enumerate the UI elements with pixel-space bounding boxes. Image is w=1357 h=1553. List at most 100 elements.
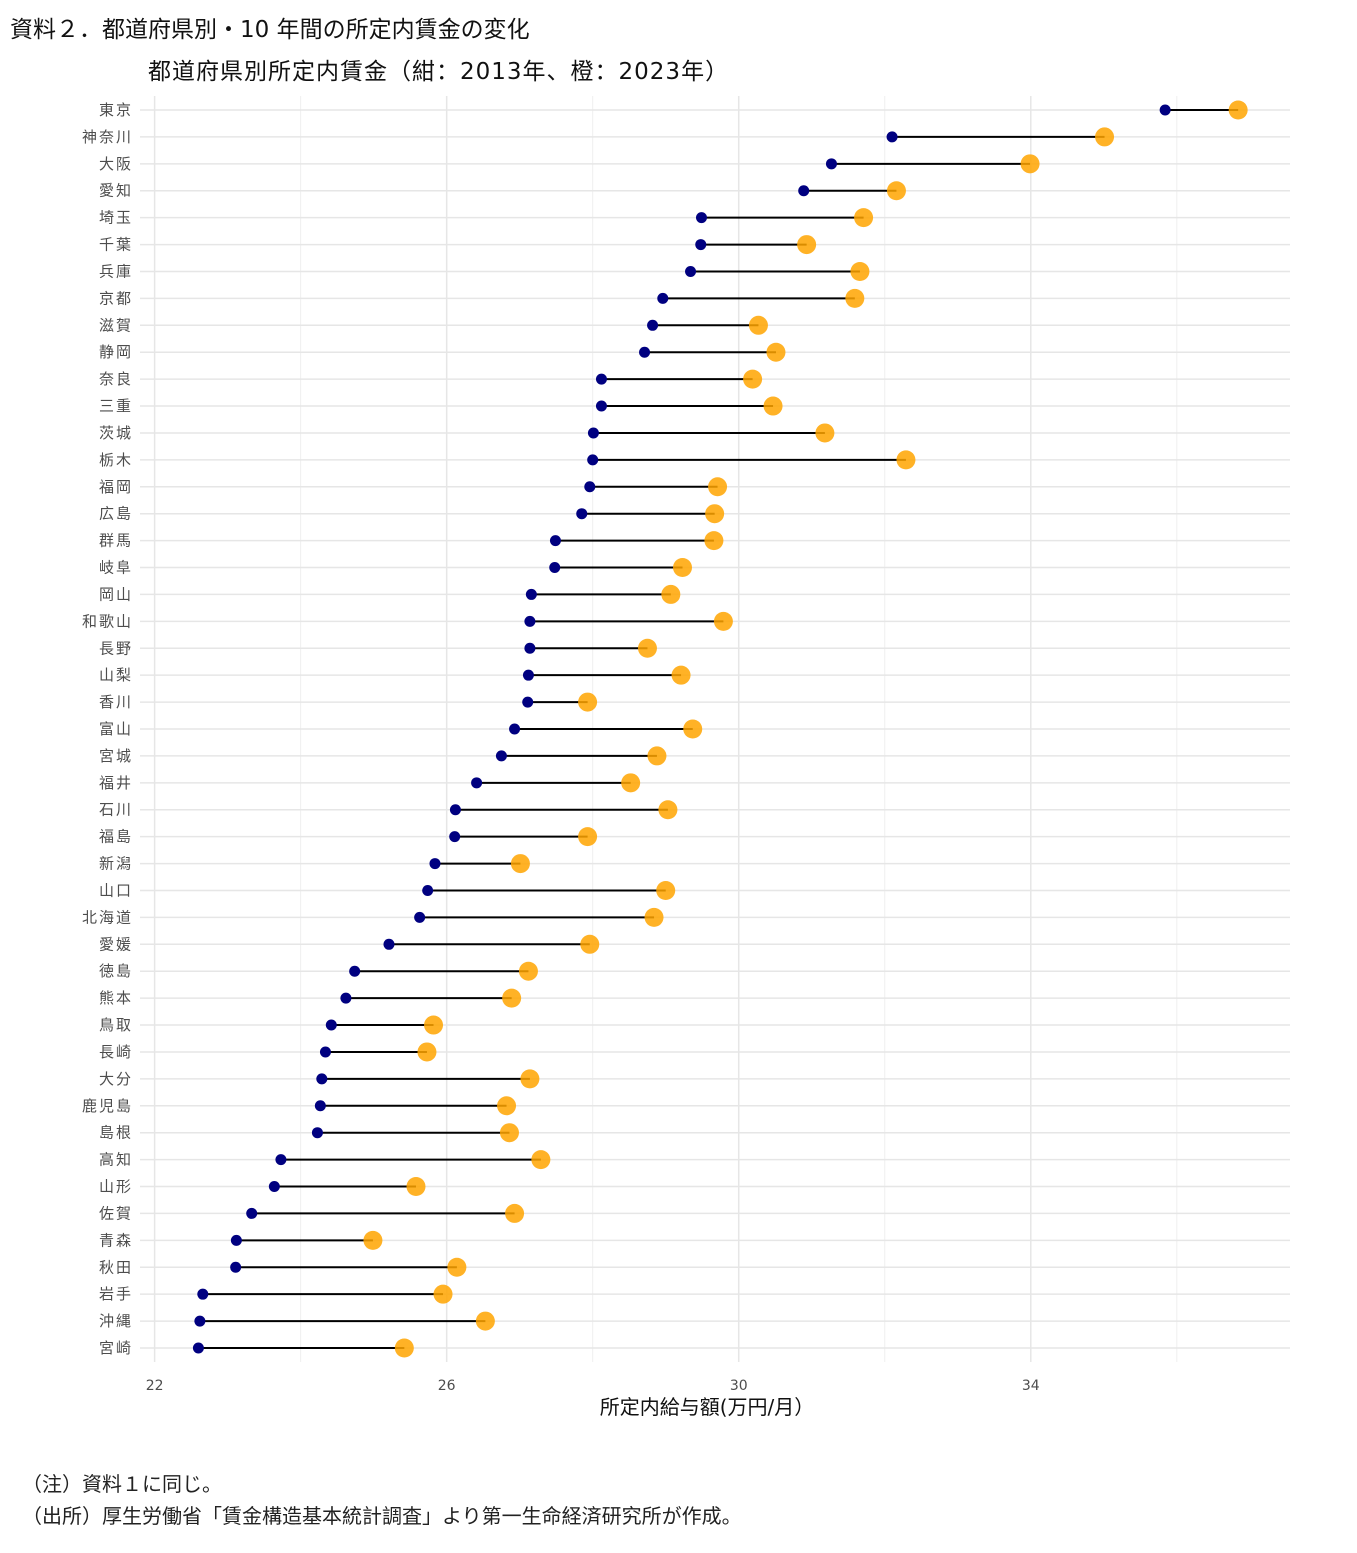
point-2013	[246, 1207, 258, 1219]
y-tick-label: 長崎	[99, 1043, 133, 1061]
point-2013	[647, 319, 659, 331]
y-tick-label: 高知	[99, 1151, 133, 1169]
y-tick-label: 栃木	[99, 451, 133, 469]
point-2023	[363, 1230, 383, 1250]
point-2013	[275, 1154, 287, 1166]
y-tick-label: 愛媛	[99, 935, 133, 953]
x-axis-label: 所定内給与額(万円/月）	[600, 1395, 815, 1419]
point-2013	[230, 1234, 242, 1246]
point-2013	[230, 1261, 242, 1273]
y-tick-label: 山口	[99, 881, 133, 899]
point-2013	[695, 212, 707, 224]
y-tick-label: 島根	[99, 1124, 133, 1142]
point-2013	[349, 965, 361, 977]
y-tick-label: 山梨	[99, 666, 133, 684]
point-2013	[471, 777, 483, 789]
y-tick-label: 北海道	[82, 908, 133, 926]
point-2023	[406, 1177, 426, 1197]
point-2013	[192, 1342, 204, 1354]
point-2013	[319, 1046, 331, 1058]
point-2013	[657, 292, 669, 304]
y-tick-label: 岩手	[99, 1285, 133, 1303]
point-2023	[671, 665, 691, 685]
y-tick-label: 鳥取	[99, 1016, 133, 1034]
point-2023	[621, 773, 641, 793]
point-2013	[825, 158, 837, 170]
point-2013	[576, 508, 588, 520]
point-2013	[595, 400, 607, 412]
point-2023	[394, 1338, 414, 1358]
point-2013	[525, 588, 537, 600]
point-2023	[797, 235, 817, 255]
point-2013	[685, 265, 697, 277]
y-tick-label: 岡山	[99, 585, 133, 603]
y-tick-label: 千葉	[99, 236, 133, 254]
point-2013	[695, 239, 707, 251]
y-tick-label: 香川	[99, 693, 133, 711]
point-2023	[705, 504, 725, 524]
point-2023	[896, 450, 916, 470]
point-2023	[850, 261, 870, 281]
point-2023	[578, 827, 598, 847]
point-2023	[510, 854, 530, 874]
point-2023	[1095, 127, 1115, 147]
y-tick-label: 福島	[99, 828, 133, 846]
y-tick-label: 奈良	[99, 370, 133, 388]
y-tick-label: 新潟	[99, 855, 133, 873]
point-2013	[522, 696, 534, 708]
point-2023	[713, 611, 733, 631]
x-tick-label: 34	[1022, 1378, 1040, 1394]
y-tick-label: 愛知	[99, 182, 133, 200]
point-2013	[524, 615, 536, 627]
y-tick-label: 徳島	[99, 962, 133, 980]
point-2013	[429, 858, 441, 870]
point-2023	[766, 342, 786, 362]
point-2023	[518, 961, 538, 981]
y-tick-label: 和歌山	[82, 612, 133, 630]
y-tick-label: 三重	[99, 397, 133, 415]
y-tick-label: 長野	[99, 639, 133, 657]
point-2013	[325, 1019, 337, 1031]
point-2023	[520, 1069, 540, 1089]
point-2023	[743, 369, 763, 389]
source: （出所）厚生労働省「賃金構造基本統計調査」より第一生命経済研究所が作成。	[22, 1504, 742, 1528]
point-2013	[383, 938, 395, 950]
point-2023	[578, 692, 598, 712]
point-2023	[656, 880, 676, 900]
y-tick-label: 秋田	[99, 1258, 133, 1276]
point-2023	[417, 1042, 437, 1062]
point-2023	[497, 1096, 517, 1116]
point-2013	[449, 804, 461, 816]
x-tick-label: 30	[730, 1378, 748, 1394]
y-tick-label: 石川	[99, 801, 133, 819]
note: （注）資料１に同じ。	[22, 1472, 222, 1496]
point-2013	[549, 562, 561, 574]
point-2013	[340, 992, 352, 1004]
notes: （注）資料１に同じ。 （出所）厚生労働省「賃金構造基本統計調査」より第一生命経済…	[22, 1468, 742, 1532]
point-2023	[502, 988, 522, 1008]
point-2023	[683, 719, 703, 739]
point-2013	[522, 669, 534, 681]
point-2013	[549, 535, 561, 547]
y-tick-label: 埼玉	[99, 209, 133, 227]
y-tick-label: 京都	[99, 289, 133, 307]
x-tick-label: 22	[146, 1378, 164, 1394]
heading: 資料２．都道府県別・10 年間の所定内賃金の変化	[10, 17, 530, 43]
y-tick-label: 神奈川	[82, 128, 133, 146]
point-2023	[661, 584, 681, 604]
y-tick-label: 宮崎	[99, 1339, 133, 1357]
y-tick-label: 宮城	[99, 747, 133, 765]
y-tick-label: 岐阜	[99, 559, 133, 577]
y-tick-label: 広島	[99, 505, 133, 523]
point-2013	[524, 642, 536, 654]
point-2023	[854, 208, 874, 228]
point-2023	[886, 181, 906, 201]
chart-title: 都道府県別所定内賃金（紺：2013年、橙：2023年）	[148, 59, 730, 85]
point-2023	[531, 1150, 551, 1170]
y-tick-label: 兵庫	[99, 262, 133, 280]
point-2023	[580, 934, 600, 954]
point-2013	[595, 373, 607, 385]
point-2013	[1159, 104, 1171, 116]
point-2023	[637, 638, 657, 658]
point-2013	[268, 1181, 280, 1193]
